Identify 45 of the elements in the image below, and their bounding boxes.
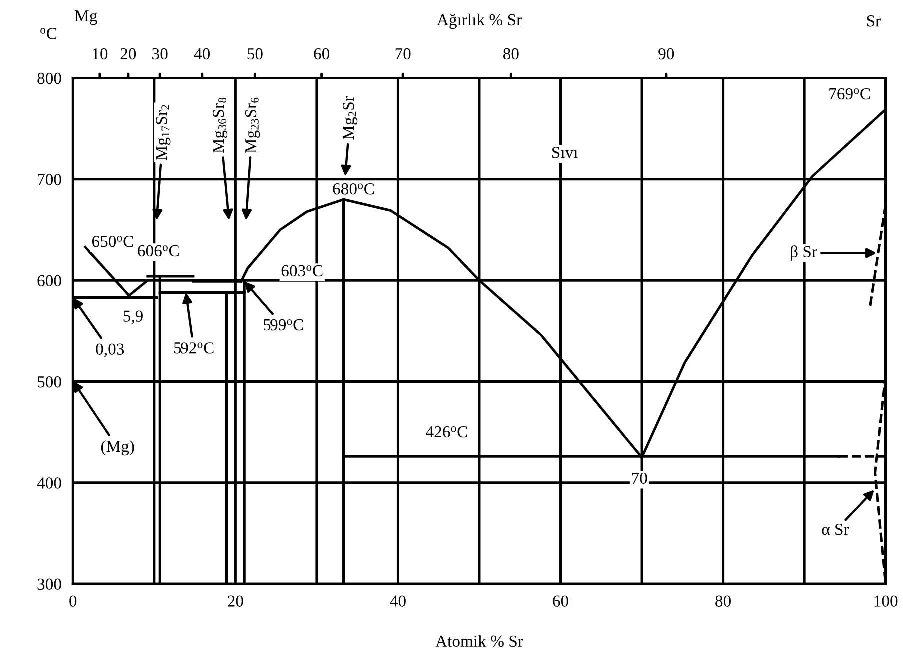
annotation: (Mg) (101, 440, 134, 456)
annotation: 0,03 (96, 344, 124, 358)
annotation: 769$^{o}$C (830, 88, 870, 100)
y-tick-label: 400 (37, 478, 62, 489)
y-tick-label: 500 (38, 376, 62, 388)
annotation: α Sr (822, 524, 850, 536)
annotation: Mg$_{2}$Sr (343, 96, 358, 140)
annotation: 5,9 (124, 310, 143, 324)
x-tick-label: 60 (553, 596, 568, 607)
y-tick-label: 800 (38, 72, 62, 84)
annotation: 70 (632, 472, 648, 484)
x-tick-label: 40 (390, 596, 406, 607)
annotation: 592$^{o}$C (174, 342, 214, 354)
annotation: 599$^{o}$C (264, 319, 304, 331)
annotation: 603$^{o}$C (282, 265, 323, 277)
x2-axis-title: Ağırlık % Sr (437, 14, 522, 30)
x-axis-title: Atomik % Sr (436, 635, 524, 648)
text: 70 (396, 48, 411, 60)
text: 90 (658, 48, 674, 60)
x-tick-label: 20 (228, 596, 244, 607)
annotation: Mg$_{17}$Sr$_{2}$ (156, 105, 171, 160)
annotation: 650$^{o}$C (92, 236, 134, 248)
text: 20 (120, 48, 136, 60)
text: 80 (503, 48, 519, 60)
text: 40 (194, 48, 210, 60)
y-tick-label: 700 (38, 174, 62, 186)
y-tick-label: 600 (38, 275, 62, 287)
annotation: 606$^{o}$C (138, 245, 179, 257)
text: 30 (152, 48, 168, 60)
text: Sr (867, 16, 881, 27)
text: 50 (248, 48, 263, 60)
text: Mg (75, 10, 98, 26)
annotation: 426$^{o}$C (426, 426, 468, 438)
y-tick-label: 300 (38, 578, 62, 590)
x-tick-label: 80 (716, 596, 731, 607)
annotation: β Sr (791, 246, 818, 261)
text: 10 (93, 48, 108, 60)
annotation: Sıvı (552, 147, 578, 158)
annotation: 680$^{o}$C (333, 183, 374, 195)
y-axis-title: $^{o}$C (40, 28, 57, 40)
text: 60 (314, 48, 330, 60)
annotation: Mg$_{36}$Sr$_{8}$ (212, 98, 228, 154)
x-tick-label: 0 (70, 596, 77, 607)
x-tick-label: 100 (874, 596, 898, 607)
annotation: Mg$_{23}$Sr$_{6}$ (245, 98, 260, 154)
